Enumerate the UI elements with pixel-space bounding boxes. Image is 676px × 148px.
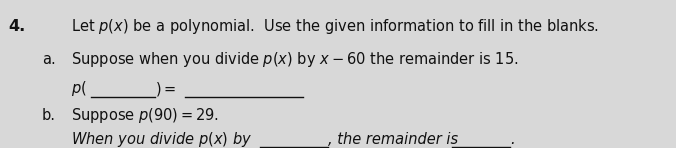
Text: $) =$: $) =$ xyxy=(155,80,176,98)
Text: b.: b. xyxy=(42,108,56,123)
Text: Let $p(x)$ be a polynomial.  Use the given information to fill in the blanks.: Let $p(x)$ be a polynomial. Use the give… xyxy=(71,17,599,36)
Text: $p($: $p($ xyxy=(71,79,87,98)
Text: , the remainder is: , the remainder is xyxy=(328,132,458,147)
Text: 4.: 4. xyxy=(8,19,26,34)
Text: When you divide $p(x)$ by: When you divide $p(x)$ by xyxy=(71,130,252,148)
Text: .: . xyxy=(510,132,514,147)
Text: a.: a. xyxy=(42,52,55,67)
Text: Suppose when you divide $p(x)$ by $x - 60$ the remainder is 15.: Suppose when you divide $p(x)$ by $x - 6… xyxy=(71,50,518,69)
Text: Suppose $p(90) = 29.$: Suppose $p(90) = 29.$ xyxy=(71,106,219,125)
